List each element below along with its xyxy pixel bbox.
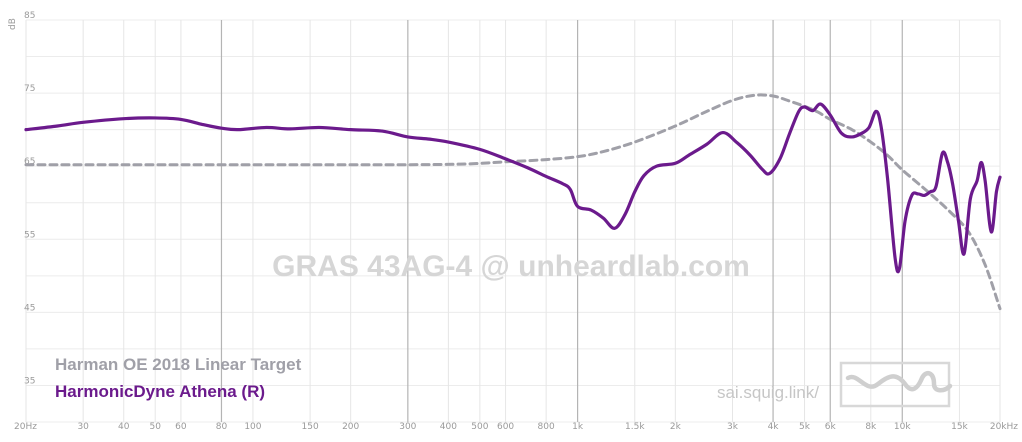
credit-link[interactable]: sai.squig.link/ bbox=[717, 383, 819, 402]
x-tick-label: 10k bbox=[894, 422, 911, 432]
curves bbox=[24, 93, 1002, 311]
x-tick-label: 100 bbox=[244, 422, 261, 432]
y-tick-label: 75 bbox=[24, 84, 35, 94]
x-tick-label: 600 bbox=[497, 422, 514, 432]
x-tick-label: 1k bbox=[572, 422, 584, 432]
x-tick-label: 30 bbox=[77, 422, 89, 432]
x-tick-label: 20kHz bbox=[990, 422, 1018, 432]
x-tick-label: 40 bbox=[118, 422, 130, 432]
x-tick-labels: 20Hz 30 40 50 60 80 100 150 200 300 400 500 600 800 1k… bbox=[14, 422, 1018, 432]
y-axis-unit-label: dB bbox=[8, 18, 18, 30]
y-tick-label: 35 bbox=[24, 376, 35, 386]
watermark-text: GRAS 43AG-4 @ unheardlab.com bbox=[272, 250, 750, 283]
x-tick-label: 400 bbox=[440, 422, 457, 432]
x-tick-label: 5k bbox=[799, 422, 811, 432]
x-tick-label: 800 bbox=[538, 422, 555, 432]
x-tick-label: 80 bbox=[216, 422, 228, 432]
target-curve bbox=[24, 93, 1002, 311]
x-tick-label: 1.5k bbox=[625, 422, 645, 432]
y-tick-label: 65 bbox=[24, 157, 35, 167]
x-tick-label: 150 bbox=[302, 422, 319, 432]
grid bbox=[25, 19, 1001, 423]
x-tick-label: 8k bbox=[865, 422, 877, 432]
x-tick-label: 300 bbox=[399, 422, 416, 432]
y-tick-label: 85 bbox=[24, 11, 35, 21]
legend-headphone[interactable]: HarmonicDyne Athena (R) bbox=[55, 382, 265, 401]
x-tick-label: 2k bbox=[670, 422, 682, 432]
x-tick-label: 60 bbox=[175, 422, 187, 432]
x-tick-label: 3k bbox=[727, 422, 739, 432]
x-tick-label: 15k bbox=[951, 422, 968, 432]
x-tick-label: 500 bbox=[471, 422, 488, 432]
x-tick-label: 4k bbox=[768, 422, 780, 432]
x-tick-label: 6k bbox=[825, 422, 837, 432]
y-tick-label: 45 bbox=[24, 303, 35, 313]
y-tick-label: 55 bbox=[24, 230, 35, 240]
x-tick-label: 50 bbox=[149, 422, 161, 432]
x-tick-label: 20Hz bbox=[14, 422, 37, 432]
x-tick-label: 200 bbox=[342, 422, 359, 432]
headphone-curve bbox=[24, 102, 1002, 274]
squiglink-logo bbox=[839, 361, 953, 408]
legend-target[interactable]: Harman OE 2018 Linear Target bbox=[55, 355, 302, 374]
y-tick-labels: 85 75 65 55 45 35 bbox=[24, 11, 35, 386]
